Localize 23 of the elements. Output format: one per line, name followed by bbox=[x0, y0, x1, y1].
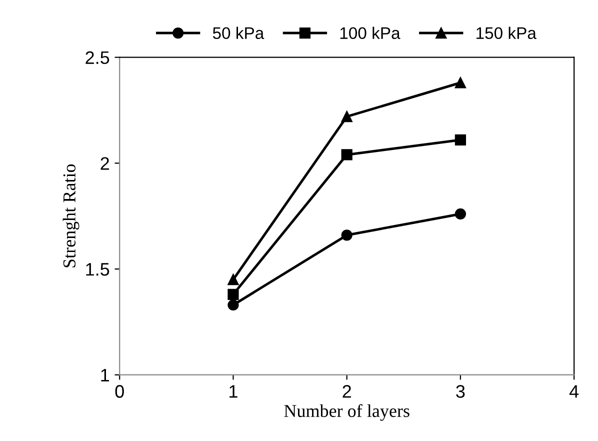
legend-label: 100 kPa bbox=[340, 26, 400, 40]
point bbox=[454, 134, 466, 146]
y-tick-label: 2.5 bbox=[86, 51, 110, 64]
point bbox=[341, 111, 352, 122]
y-tick-label: 1 bbox=[101, 368, 109, 382]
point bbox=[454, 77, 466, 88]
legend-label: 150 kPa bbox=[476, 26, 536, 40]
point bbox=[228, 299, 239, 311]
legend-label: 50 kPa bbox=[212, 26, 264, 40]
y-tick-label: 2 bbox=[100, 157, 109, 170]
y-axis-title: Strenght Ratio bbox=[62, 164, 80, 268]
point bbox=[341, 230, 352, 241]
x-tick-label: 4 bbox=[569, 385, 579, 398]
y-tick-label: 1.5 bbox=[86, 263, 110, 276]
point bbox=[454, 208, 466, 220]
x-tick-label: 2 bbox=[342, 385, 351, 398]
point bbox=[341, 149, 352, 160]
point bbox=[228, 274, 239, 286]
x-tick-label: 3 bbox=[456, 385, 465, 398]
x-axis-title: Number of layers bbox=[284, 404, 410, 421]
x-tick-label: 0 bbox=[115, 385, 124, 398]
point bbox=[228, 288, 239, 300]
x-tick-label: 1 bbox=[230, 385, 238, 398]
